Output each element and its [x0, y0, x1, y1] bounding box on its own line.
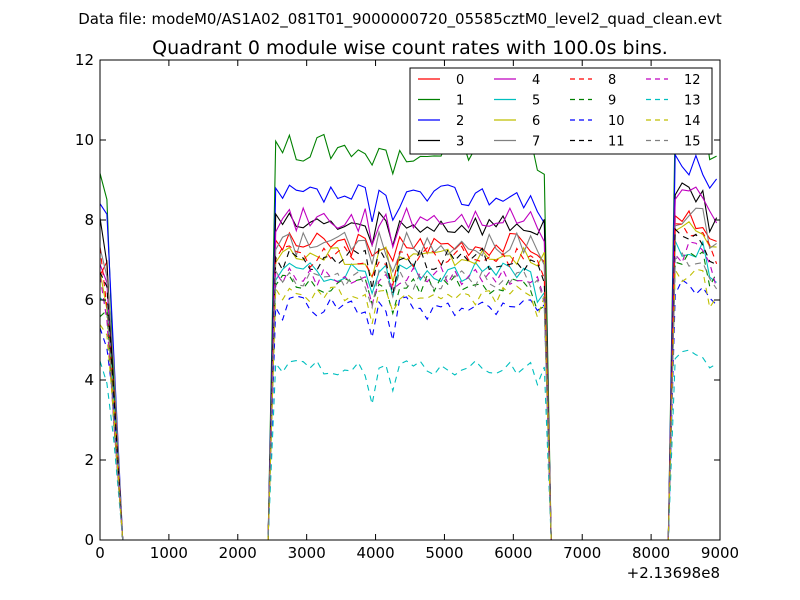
legend-box [409, 67, 713, 155]
legend-label-4: 4 [532, 73, 540, 88]
series-line-8 [99, 223, 718, 541]
x-tick-label: 9000 [701, 544, 739, 562]
legend-label-10: 10 [608, 114, 625, 129]
plot-frame [99, 59, 721, 541]
y-tick-label: 8 [84, 211, 94, 229]
chart-title: Quadrant 0 module wise count rates with … [152, 37, 668, 59]
legend-label-0: 0 [456, 73, 464, 88]
legend-label-9: 9 [608, 94, 616, 109]
legend-label-14: 14 [684, 114, 701, 129]
figure-suptitle: Data file: modeM0/AS1A02_081T01_90000007… [78, 10, 722, 29]
legend-label-6: 6 [532, 114, 540, 129]
legend-label-8: 8 [608, 73, 616, 88]
x-tick-label: 7000 [563, 544, 601, 562]
y-tick-label: 0 [84, 531, 94, 549]
x-offset-label: +2.13698e8 [627, 564, 720, 582]
series-line-1 [99, 99, 717, 541]
x-tick-label: 4000 [356, 544, 394, 562]
legend-label-5: 5 [532, 94, 540, 109]
x-tick-label: 1000 [150, 544, 188, 562]
legend-label-1: 1 [456, 94, 464, 109]
x-tick-label: 8000 [632, 544, 670, 562]
ticks-layer: 0 1000 2000 3000 4000 5000 6000 7000 8000 9000 0 2 4… [75, 51, 739, 562]
x-tick-label: 0 [95, 544, 105, 562]
y-tick-label: 10 [75, 131, 94, 149]
legend-label-7: 7 [532, 135, 540, 150]
series-line-12 [99, 241, 718, 541]
series-line-14 [99, 267, 718, 541]
series-line-10 [99, 279, 717, 541]
x-tick-label: 3000 [288, 544, 326, 562]
x-tick-label: 5000 [425, 544, 463, 562]
legend-label-15: 15 [684, 135, 701, 150]
y-tick-label: 12 [75, 51, 94, 69]
y-tick-label: 6 [84, 291, 94, 309]
y-tick-label: 4 [84, 371, 94, 389]
series-layer [99, 99, 718, 541]
legend-label-13: 13 [684, 94, 701, 109]
legend-label-11: 11 [608, 135, 625, 150]
legend-label-12: 12 [684, 73, 701, 88]
x-tick-label: 6000 [494, 544, 532, 562]
y-tick-label: 2 [84, 451, 94, 469]
legend-label-2: 2 [456, 114, 464, 129]
x-tick-label: 2000 [219, 544, 257, 562]
legend-label-3: 3 [456, 135, 464, 150]
series-line-13 [99, 349, 717, 541]
series-line-15 [99, 252, 718, 541]
